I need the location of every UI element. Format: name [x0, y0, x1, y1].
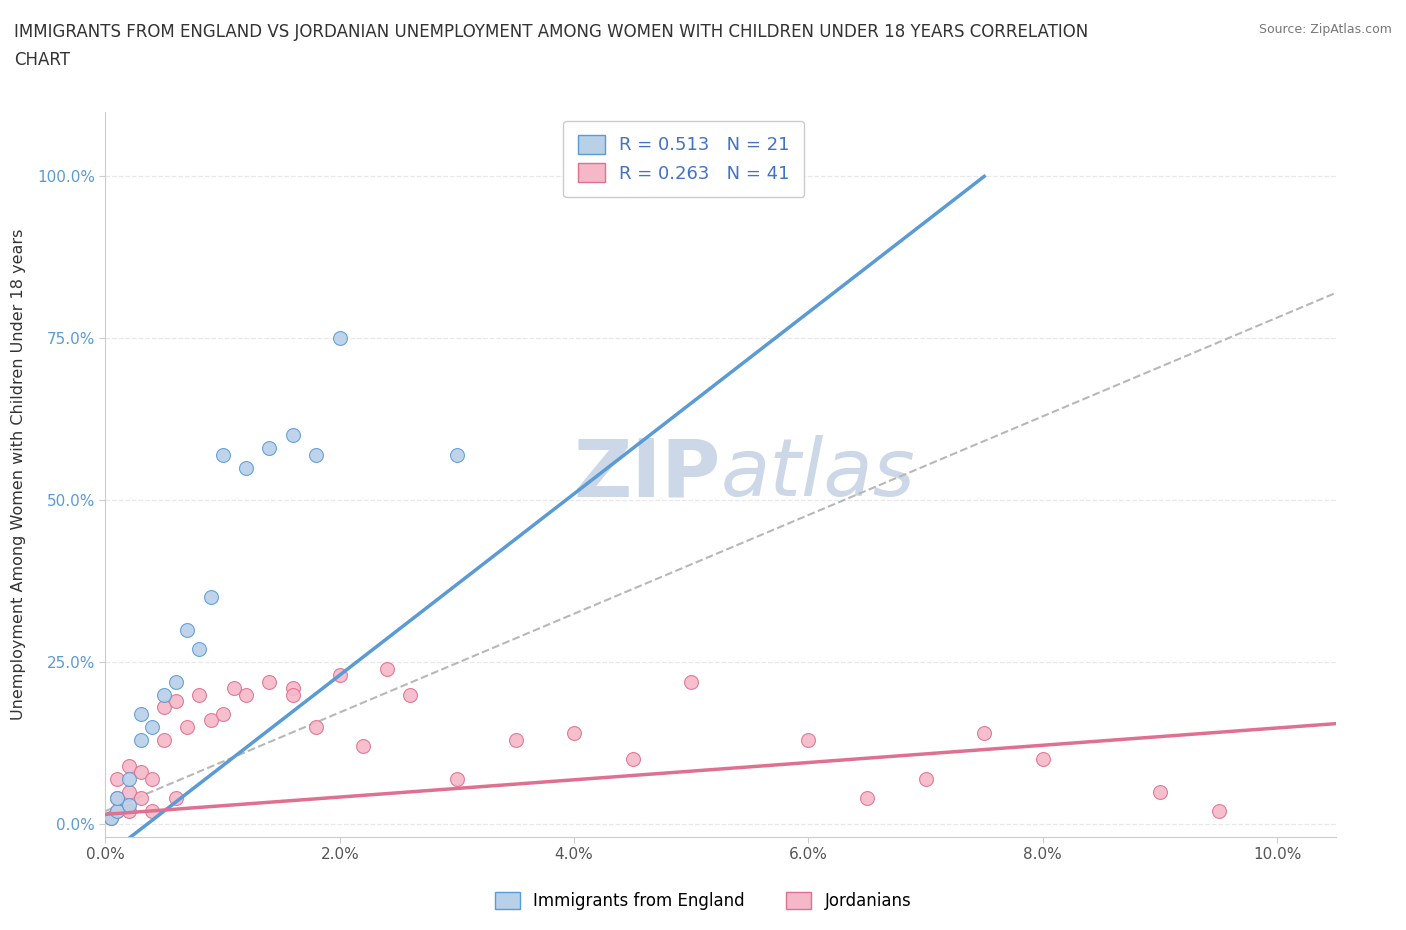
- Point: [281, 428, 304, 443]
- Point: [165, 694, 187, 709]
- Point: [375, 661, 398, 676]
- Point: [118, 771, 141, 786]
- Point: [1149, 784, 1171, 799]
- Point: [305, 447, 328, 462]
- Point: [856, 790, 879, 805]
- Point: [105, 790, 128, 805]
- Point: [105, 804, 128, 818]
- Point: [446, 447, 468, 462]
- Text: CHART: CHART: [14, 51, 70, 69]
- Point: [224, 681, 246, 696]
- Point: [129, 790, 152, 805]
- Point: [259, 441, 281, 456]
- Point: [621, 751, 644, 766]
- Point: [505, 733, 527, 748]
- Point: [329, 668, 352, 683]
- Point: [259, 674, 281, 689]
- Point: [188, 642, 211, 657]
- Point: [281, 687, 304, 702]
- Point: [105, 771, 128, 786]
- Point: [129, 707, 152, 722]
- Point: [118, 797, 141, 812]
- Y-axis label: Unemployment Among Women with Children Under 18 years: Unemployment Among Women with Children U…: [11, 229, 25, 720]
- Point: [100, 810, 122, 825]
- Point: [141, 720, 163, 735]
- Point: [105, 804, 128, 818]
- Text: ZIP: ZIP: [574, 435, 721, 513]
- Point: [153, 687, 176, 702]
- Point: [141, 771, 163, 786]
- Point: [165, 790, 187, 805]
- Point: [914, 771, 936, 786]
- Point: [129, 733, 152, 748]
- Legend: R = 0.513   N = 21, R = 0.263   N = 41: R = 0.513 N = 21, R = 0.263 N = 41: [564, 121, 804, 197]
- Point: [235, 460, 257, 475]
- Text: Source: ZipAtlas.com: Source: ZipAtlas.com: [1258, 23, 1392, 36]
- Point: [797, 733, 820, 748]
- Point: [141, 804, 163, 818]
- Point: [329, 331, 352, 346]
- Point: [200, 713, 222, 728]
- Point: [1208, 804, 1230, 818]
- Point: [681, 674, 703, 689]
- Point: [446, 771, 468, 786]
- Point: [153, 700, 176, 715]
- Text: IMMIGRANTS FROM ENGLAND VS JORDANIAN UNEMPLOYMENT AMONG WOMEN WITH CHILDREN UNDE: IMMIGRANTS FROM ENGLAND VS JORDANIAN UNE…: [14, 23, 1088, 41]
- Point: [118, 804, 141, 818]
- Point: [188, 687, 211, 702]
- Point: [562, 726, 585, 741]
- Point: [657, 169, 679, 184]
- Text: atlas: atlas: [721, 435, 915, 513]
- Point: [176, 622, 198, 637]
- Point: [235, 687, 257, 702]
- Point: [281, 681, 304, 696]
- Point: [100, 810, 122, 825]
- Legend: Immigrants from England, Jordanians: Immigrants from England, Jordanians: [488, 885, 918, 917]
- Point: [1032, 751, 1054, 766]
- Point: [153, 733, 176, 748]
- Point: [211, 707, 233, 722]
- Point: [200, 590, 222, 604]
- Point: [165, 674, 187, 689]
- Point: [105, 790, 128, 805]
- Point: [176, 720, 198, 735]
- Point: [973, 726, 995, 741]
- Point: [352, 738, 374, 753]
- Point: [118, 758, 141, 773]
- Point: [399, 687, 422, 702]
- Point: [211, 447, 233, 462]
- Point: [118, 784, 141, 799]
- Point: [129, 764, 152, 779]
- Point: [305, 720, 328, 735]
